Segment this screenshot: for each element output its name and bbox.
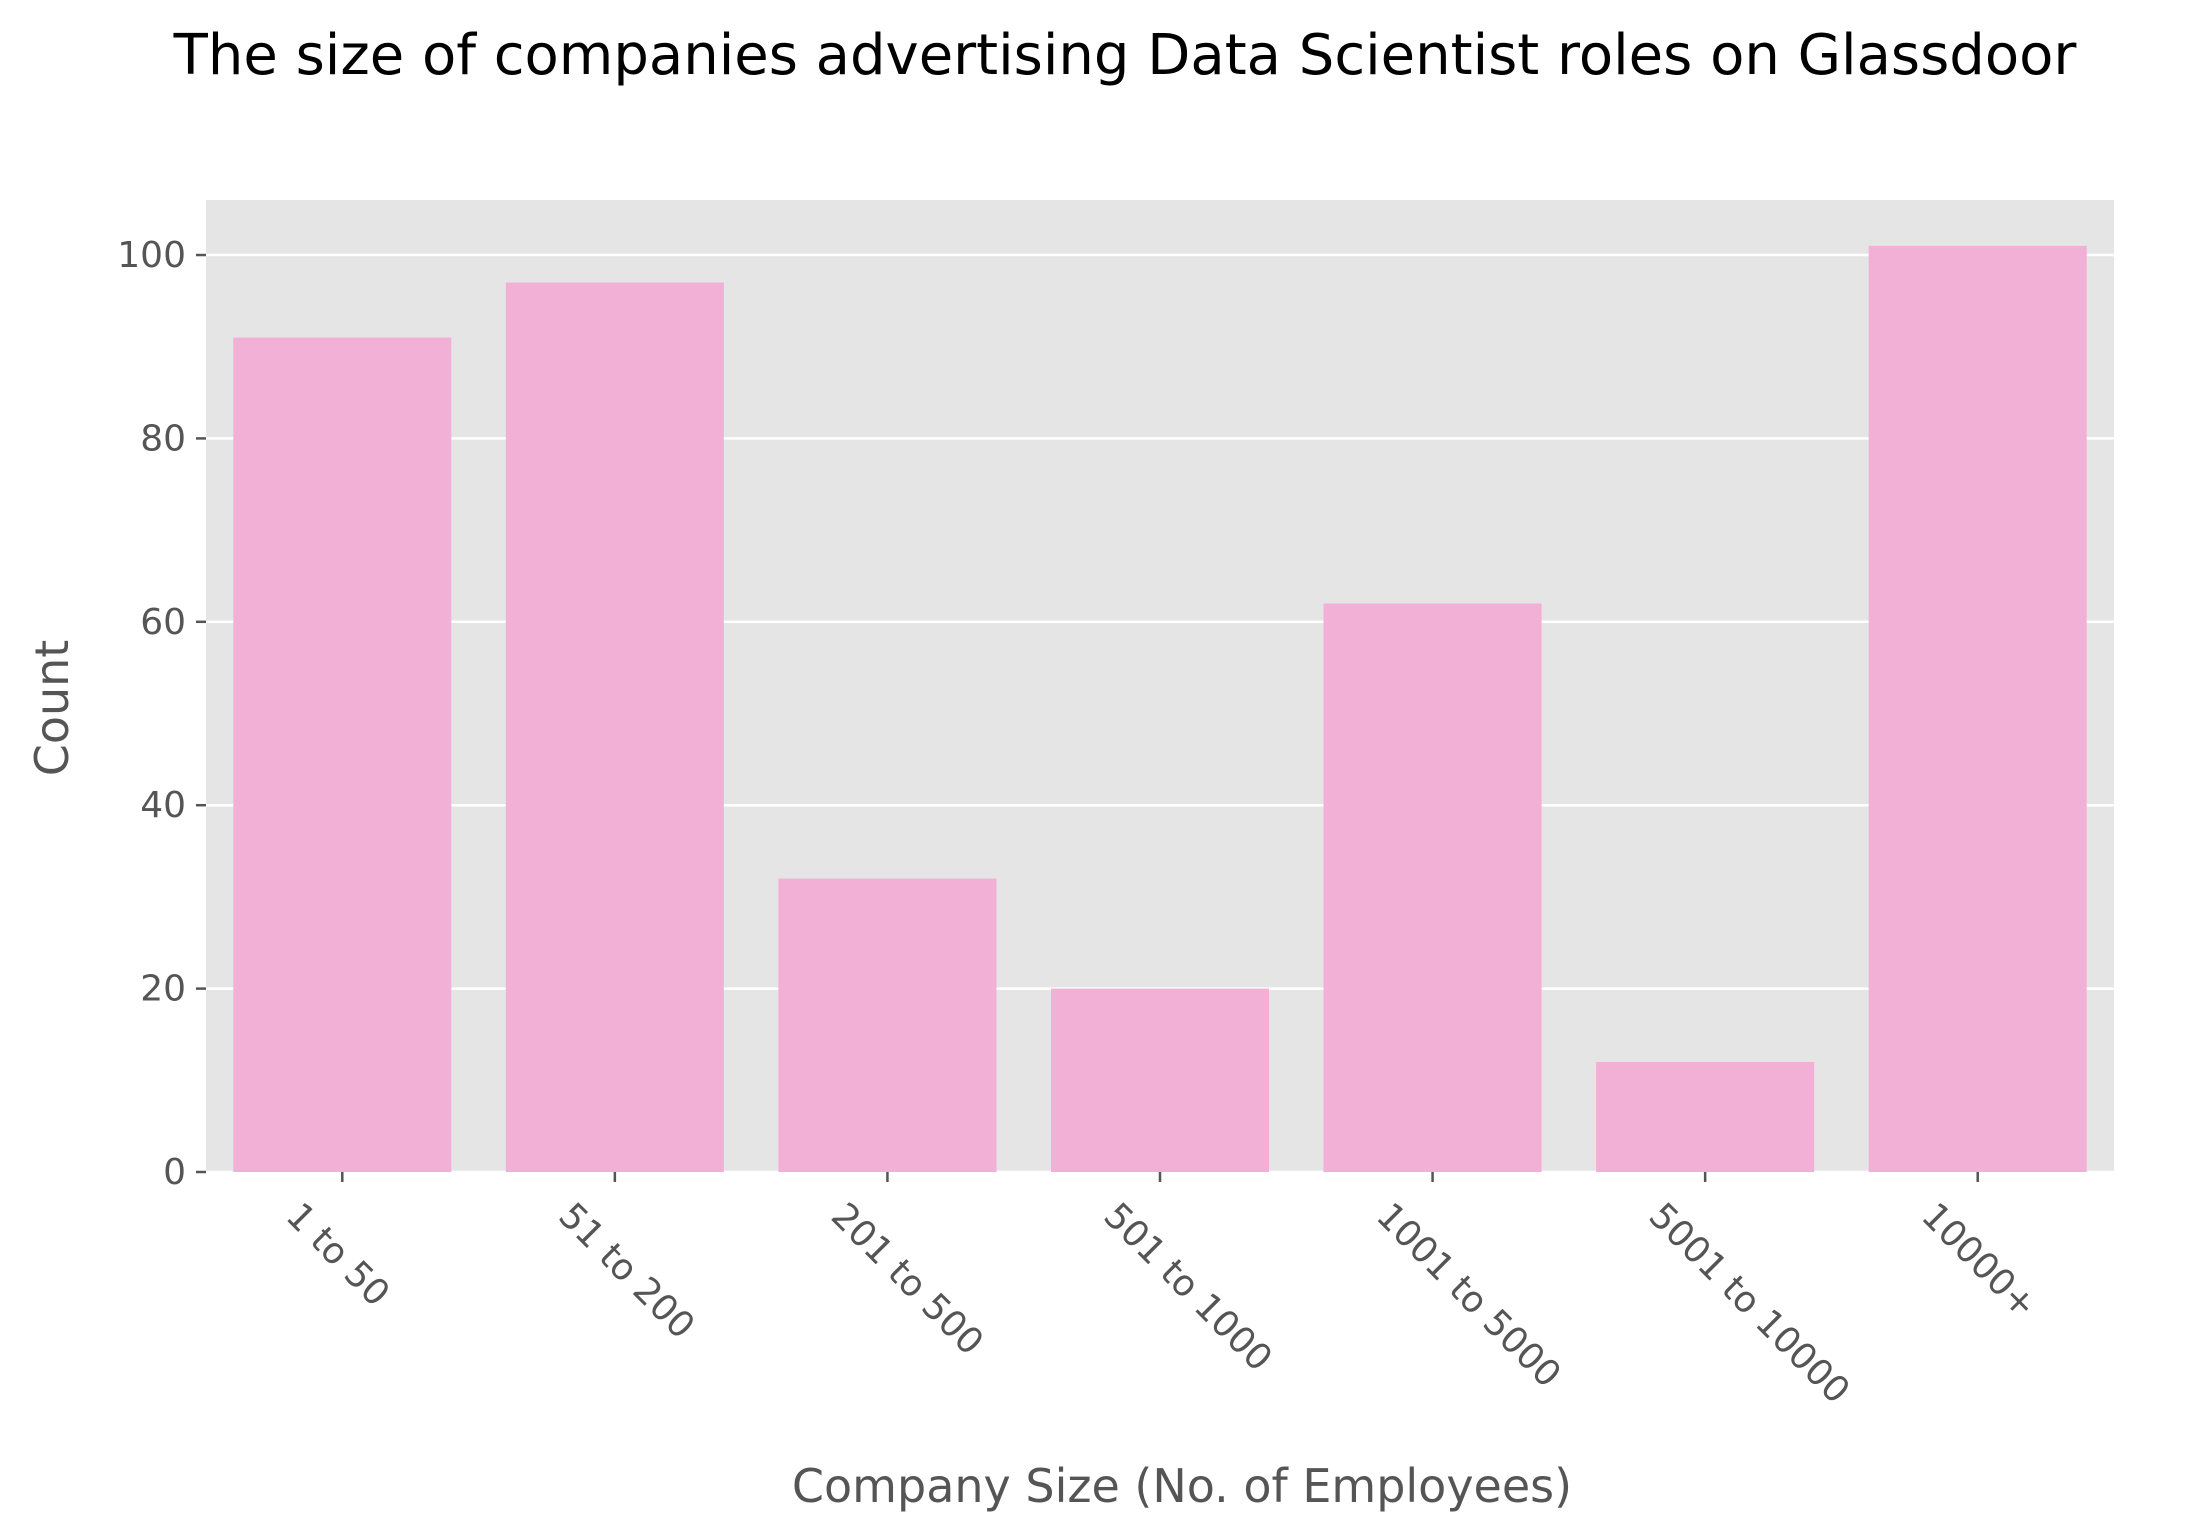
x-tick-label: 51 to 200 xyxy=(550,1195,702,1347)
bar xyxy=(505,282,724,1172)
bars xyxy=(233,245,2087,1172)
y-tick-label: 0 xyxy=(163,1152,186,1193)
x-axis-label: Company Size (No. of Employees) xyxy=(792,1459,1572,1513)
x-tick-label: 10000+ xyxy=(1913,1195,2044,1326)
bar xyxy=(778,878,997,1172)
bar xyxy=(1596,1061,1815,1172)
y-axis: 0 20 40 60 80 100 xyxy=(117,235,206,1193)
chart-title: The size of companies advertising Data S… xyxy=(173,23,2078,88)
x-axis: 1 to 50 51 to 200 201 to 500 501 to 1000 100… xyxy=(278,1172,2045,1412)
bar xyxy=(1323,603,1542,1172)
x-tick-label: 201 to 500 xyxy=(823,1195,991,1363)
y-tick-label: 40 xyxy=(140,785,186,826)
y-tick-label: 80 xyxy=(140,418,186,459)
y-tick-label: 20 xyxy=(140,969,186,1010)
x-tick-label: 1 to 50 xyxy=(278,1195,397,1314)
y-tick-label: 100 xyxy=(117,235,186,276)
y-axis-label: Count xyxy=(25,640,79,777)
x-tick-label: 501 to 1000 xyxy=(1096,1195,1280,1379)
bar xyxy=(1868,245,2087,1172)
x-tick-label: 5001 to 10000 xyxy=(1641,1195,1857,1411)
x-tick-label: 1001 to 5000 xyxy=(1368,1195,1568,1395)
bar xyxy=(233,337,452,1172)
bar xyxy=(1050,988,1270,1172)
y-tick-label: 60 xyxy=(140,602,186,643)
